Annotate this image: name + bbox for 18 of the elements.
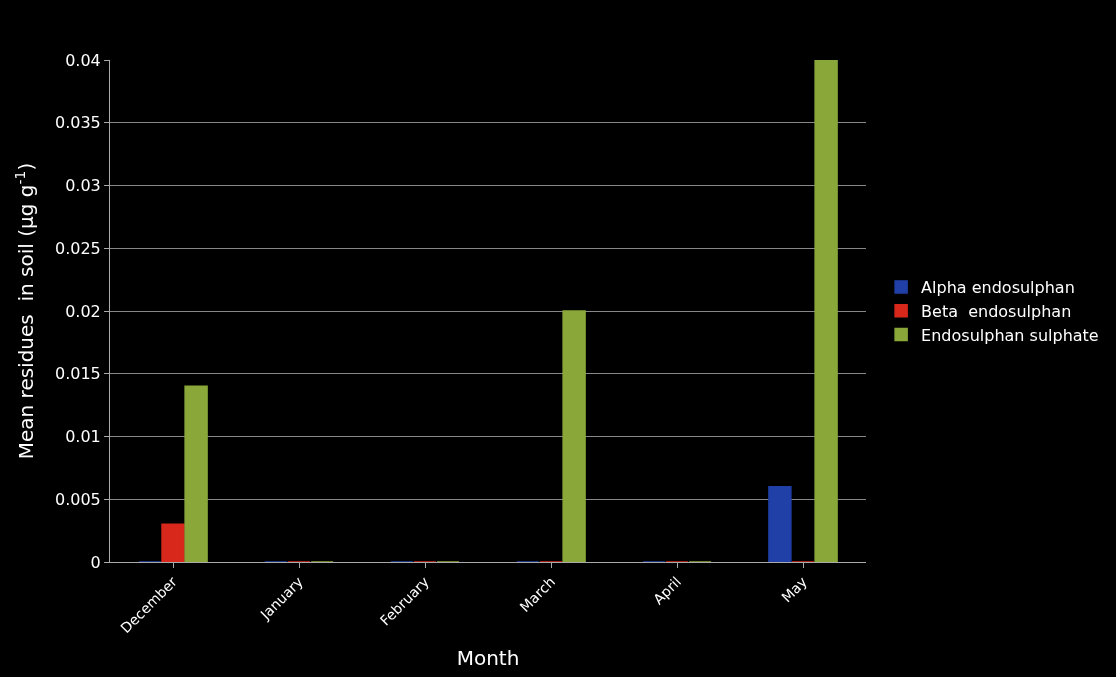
legend-label: Endosulphan sulphate (921, 325, 1099, 345)
bar (161, 523, 185, 562)
x-axis-title: Month (456, 645, 520, 670)
bar (562, 310, 586, 562)
y-tick-label: 0.015 (54, 364, 101, 384)
y-tick-label: 0.04 (65, 50, 101, 70)
y-tick-label: 0.035 (54, 113, 101, 133)
legend-label: Alpha endosulphan (921, 278, 1075, 298)
bar (768, 485, 792, 562)
y-tick-label: 0.025 (54, 238, 101, 258)
bar (814, 60, 838, 562)
y-tick-label: 0.02 (65, 301, 101, 321)
y-tick-label: 0.03 (65, 176, 101, 196)
y-tick-label: 0.005 (54, 489, 101, 509)
y-tick-label: 0.01 (65, 427, 101, 447)
bar (184, 385, 208, 562)
y-tick-label: 0 (90, 552, 101, 572)
legend-label: Beta endosulphan (921, 301, 1072, 321)
